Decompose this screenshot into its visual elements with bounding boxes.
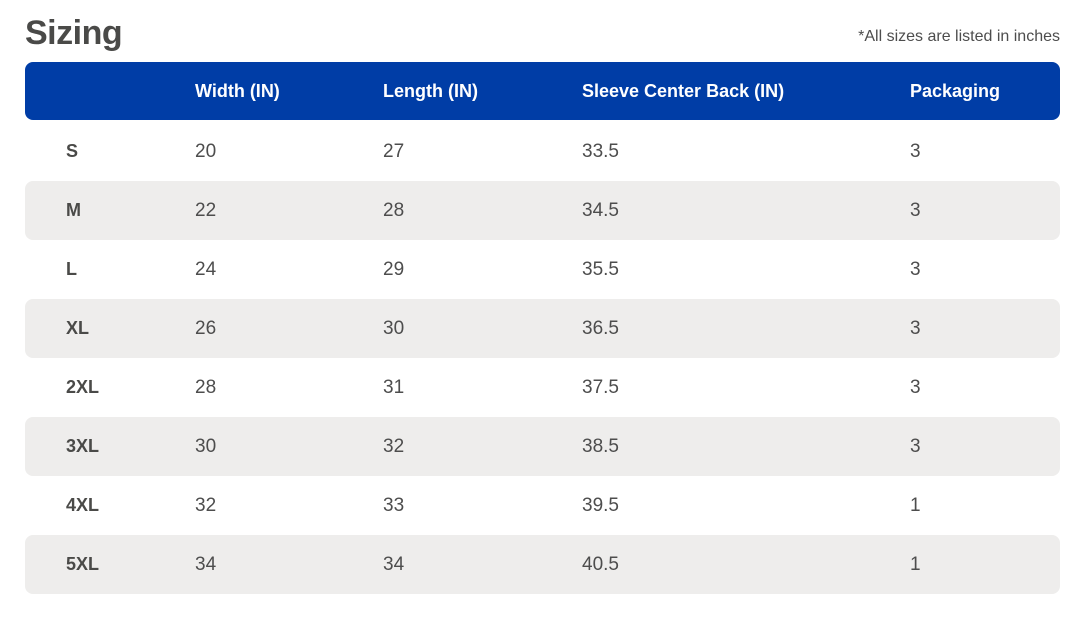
table-header-row: Width (IN) Length (IN) Sleeve Center Bac… — [25, 62, 1060, 120]
cell-width: 22 — [195, 199, 217, 221]
size-label: S — [66, 141, 79, 161]
column-header-length: Length (IN) — [383, 80, 478, 101]
cell-length: 34 — [383, 553, 405, 575]
sizing-table: Width (IN) Length (IN) Sleeve Center Bac… — [25, 62, 1060, 594]
cell-width: 34 — [195, 553, 217, 575]
section-header: Sizing *All sizes are listed in inches — [25, 0, 1060, 62]
table-row: 3XL 30 32 38.5 3 — [25, 417, 1060, 476]
cell-length: 29 — [383, 258, 405, 280]
table-row: S 20 27 33.5 3 — [25, 122, 1060, 181]
table-row: XL 26 30 36.5 3 — [25, 299, 1060, 358]
cell-sleeve: 38.5 — [582, 435, 619, 457]
cell-packaging: 3 — [910, 140, 921, 162]
cell-packaging: 1 — [910, 494, 921, 516]
size-label: XL — [66, 318, 90, 338]
cell-packaging: 3 — [910, 199, 921, 221]
size-label: 4XL — [66, 495, 100, 515]
table-row: L 24 29 35.5 3 — [25, 240, 1060, 299]
sizes-note: *All sizes are listed in inches — [858, 28, 1060, 45]
size-label: 2XL — [66, 377, 100, 397]
cell-packaging: 3 — [910, 376, 921, 398]
column-header-packaging: Packaging — [910, 80, 1001, 101]
table-row: 5XL 34 34 40.5 1 — [25, 535, 1060, 594]
column-header-sleeve: Sleeve Center Back (IN) — [582, 80, 785, 101]
cell-length: 33 — [383, 494, 405, 516]
cell-packaging: 1 — [910, 553, 921, 575]
cell-sleeve: 34.5 — [582, 199, 619, 221]
cell-length: 27 — [383, 140, 405, 162]
cell-sleeve: 40.5 — [582, 553, 619, 575]
cell-length: 31 — [383, 376, 405, 398]
size-label: L — [66, 259, 77, 279]
cell-length: 32 — [383, 435, 405, 457]
cell-packaging: 3 — [910, 317, 921, 339]
cell-width: 32 — [195, 494, 217, 516]
cell-sleeve: 39.5 — [582, 494, 619, 516]
column-header-width: Width (IN) — [195, 80, 280, 101]
cell-sleeve: 37.5 — [582, 376, 619, 398]
cell-sleeve: 33.5 — [582, 140, 619, 162]
size-label: M — [66, 200, 81, 220]
cell-width: 30 — [195, 435, 217, 457]
cell-width: 28 — [195, 376, 217, 398]
table-row: 4XL 32 33 39.5 1 — [25, 476, 1060, 535]
cell-length: 28 — [383, 199, 405, 221]
cell-width: 24 — [195, 258, 217, 280]
cell-length: 30 — [383, 317, 405, 339]
table-row: 2XL 28 31 37.5 3 — [25, 358, 1060, 417]
cell-width: 20 — [195, 140, 217, 162]
cell-sleeve: 35.5 — [582, 258, 619, 280]
table-row: M 22 28 34.5 3 — [25, 181, 1060, 240]
cell-sleeve: 36.5 — [582, 317, 619, 339]
size-label: 5XL — [66, 554, 100, 574]
cell-width: 26 — [195, 317, 217, 339]
sizing-section: Sizing *All sizes are listed in inches W… — [25, 0, 1060, 594]
size-label: 3XL — [66, 436, 100, 456]
page-title: Sizing — [25, 13, 123, 52]
cell-packaging: 3 — [910, 258, 921, 280]
table-body: S 20 27 33.5 3 M 22 28 34.5 3 L 24 29 35.5 3 XL 26 30 36.5… — [25, 122, 1060, 594]
cell-packaging: 3 — [910, 435, 921, 457]
